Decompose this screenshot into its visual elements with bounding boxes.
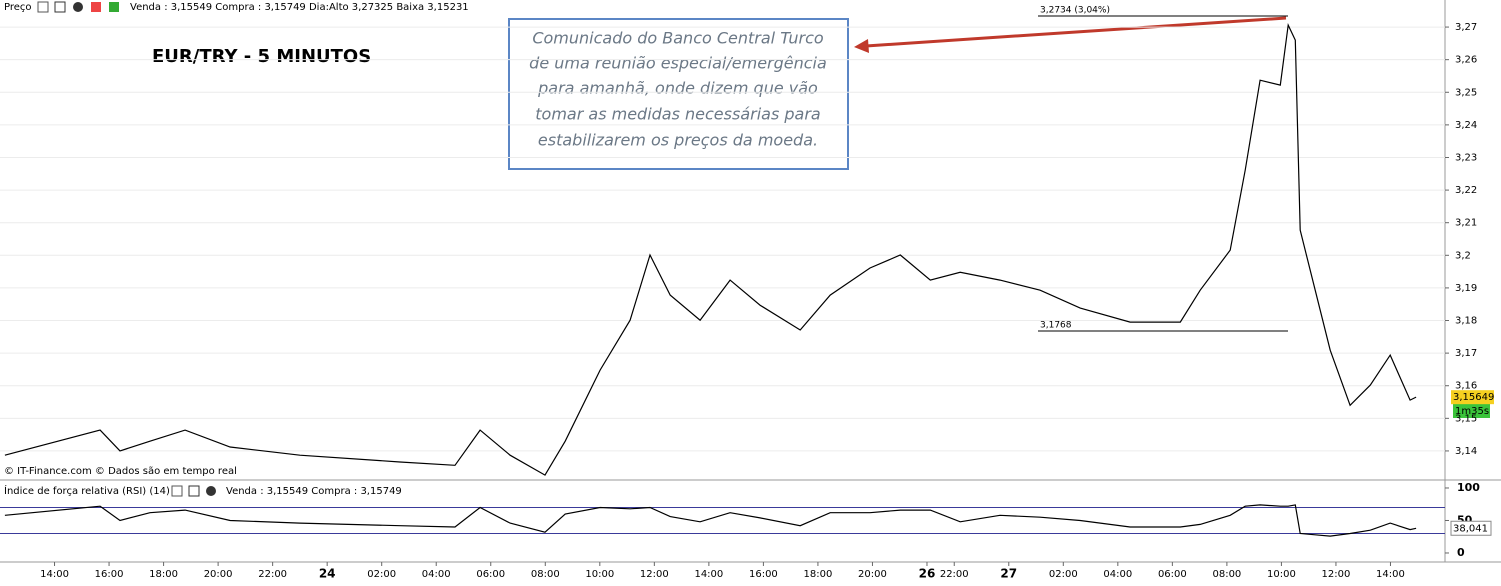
x-tick-label: 20:00 (204, 569, 233, 580)
price-line (4, 504, 1417, 537)
toolbar-quote: Venda : 3,15549 Compra : 3,15749 Dia:Alt… (130, 2, 469, 13)
x-tick-label: 10:00 (585, 569, 614, 580)
settings-icon[interactable] (37, 1, 49, 13)
x-tick-label: 22:00 (258, 569, 287, 580)
close-icon[interactable] (73, 2, 83, 12)
rsi-quote: Venda : 3,15549 Compra : 3,15749 (226, 486, 402, 497)
x-tick-label: 06:00 (1158, 569, 1187, 580)
y-tick-label: 3,25 (1455, 87, 1477, 98)
rsi-window-icon[interactable] (188, 485, 200, 497)
y-tick-label: 3,27 (1455, 22, 1477, 33)
up-icon[interactable] (109, 2, 119, 12)
timer: 1m35s (1455, 406, 1489, 417)
toolbar-label: Preço (4, 2, 32, 13)
x-tick-label: 14:00 (1376, 569, 1405, 580)
x-tick-label: 06:00 (476, 569, 505, 580)
y-tick-label: 3,19 (1455, 283, 1477, 294)
x-tick-label: 16:00 (95, 569, 124, 580)
rsi-last-box (1450, 520, 1492, 536)
chart-title: EUR/TRY - 5 MINUTOS (152, 46, 371, 67)
callout-box (508, 18, 849, 170)
y-tick-label: 100 (1457, 481, 1480, 494)
x-tick-label: 14:00 (40, 569, 69, 580)
price-line (4, 23, 1417, 476)
y-tick-label: 3,23 (1455, 152, 1477, 163)
rsi-close-icon[interactable] (206, 486, 216, 496)
x-tick-label: 18:00 (149, 569, 178, 580)
last-price-label: 3,15649 (1453, 392, 1494, 403)
down-icon[interactable] (91, 2, 101, 12)
callout-line: de uma reunião especial/emergência (529, 54, 827, 73)
x-tick-label: 26 (919, 567, 936, 581)
x-tick-label: 12:00 (1322, 569, 1351, 580)
y-tick-label: 3,15 (1455, 413, 1477, 424)
x-tick-label: 24 (319, 567, 336, 581)
x-tick-label: 12:00 (640, 569, 669, 580)
x-tick-label: 14:00 (694, 569, 723, 580)
callout-line: para amanhã, onde dizem que vão (537, 79, 818, 98)
x-tick-label: 18:00 (804, 569, 833, 580)
y-tick-label: 3,21 (1455, 218, 1477, 229)
x-tick-label: 04:00 (422, 569, 451, 580)
x-tick-label: 20:00 (858, 569, 887, 580)
callout-line: tomar as medidas necessárias para (535, 105, 820, 124)
callout-arrow (865, 16, 1287, 48)
callout-line: Comunicado do Banco Central Turco (532, 29, 824, 48)
x-tick-label: 04:00 (1103, 569, 1132, 580)
y-tick-label: 3,18 (1455, 316, 1477, 327)
y-tick-label: 3,14 (1455, 446, 1477, 457)
last-price-box (1451, 390, 1494, 405)
y-tick-label: 3,26 (1455, 55, 1477, 66)
rsi-title: Índice de força relativa (RSI) (14) (4, 484, 170, 497)
x-tick-label: 08:00 (1212, 569, 1241, 580)
y-tick-label: 3,16 (1455, 381, 1477, 392)
x-tick-label: 02:00 (1049, 569, 1078, 580)
y-tick-label: 3,17 (1455, 348, 1477, 359)
timer-box (1453, 404, 1490, 418)
window-icon[interactable] (54, 1, 66, 13)
x-tick-label: 16:00 (749, 569, 778, 580)
x-tick-label: 08:00 (531, 569, 560, 580)
y-tick-label: 3,24 (1455, 120, 1477, 131)
level-label: 3,1768 (1040, 320, 1072, 330)
copyright: © IT-Finance.com © Dados são em tempo re… (4, 466, 237, 477)
arrow-head (854, 39, 869, 53)
x-tick-label: 02:00 (367, 569, 396, 580)
rsi-last-label: 38,041 (1453, 523, 1488, 534)
toolbar-icons (37, 1, 119, 13)
y-tick-label: 0 (1457, 546, 1465, 559)
x-tick-label: 10:00 (1267, 569, 1296, 580)
y-tick-label: 3,22 (1455, 185, 1477, 196)
y-tick-label: 3,2 (1455, 250, 1471, 261)
x-tick-label: 22:00 (940, 569, 969, 580)
x-tick-label: 27 (1000, 567, 1017, 581)
callout-line: estabilizarem os preços da moeda. (538, 131, 818, 150)
level-label: 3,2734 (3,04%) (1040, 5, 1110, 15)
rsi-settings-icon[interactable] (171, 485, 183, 497)
